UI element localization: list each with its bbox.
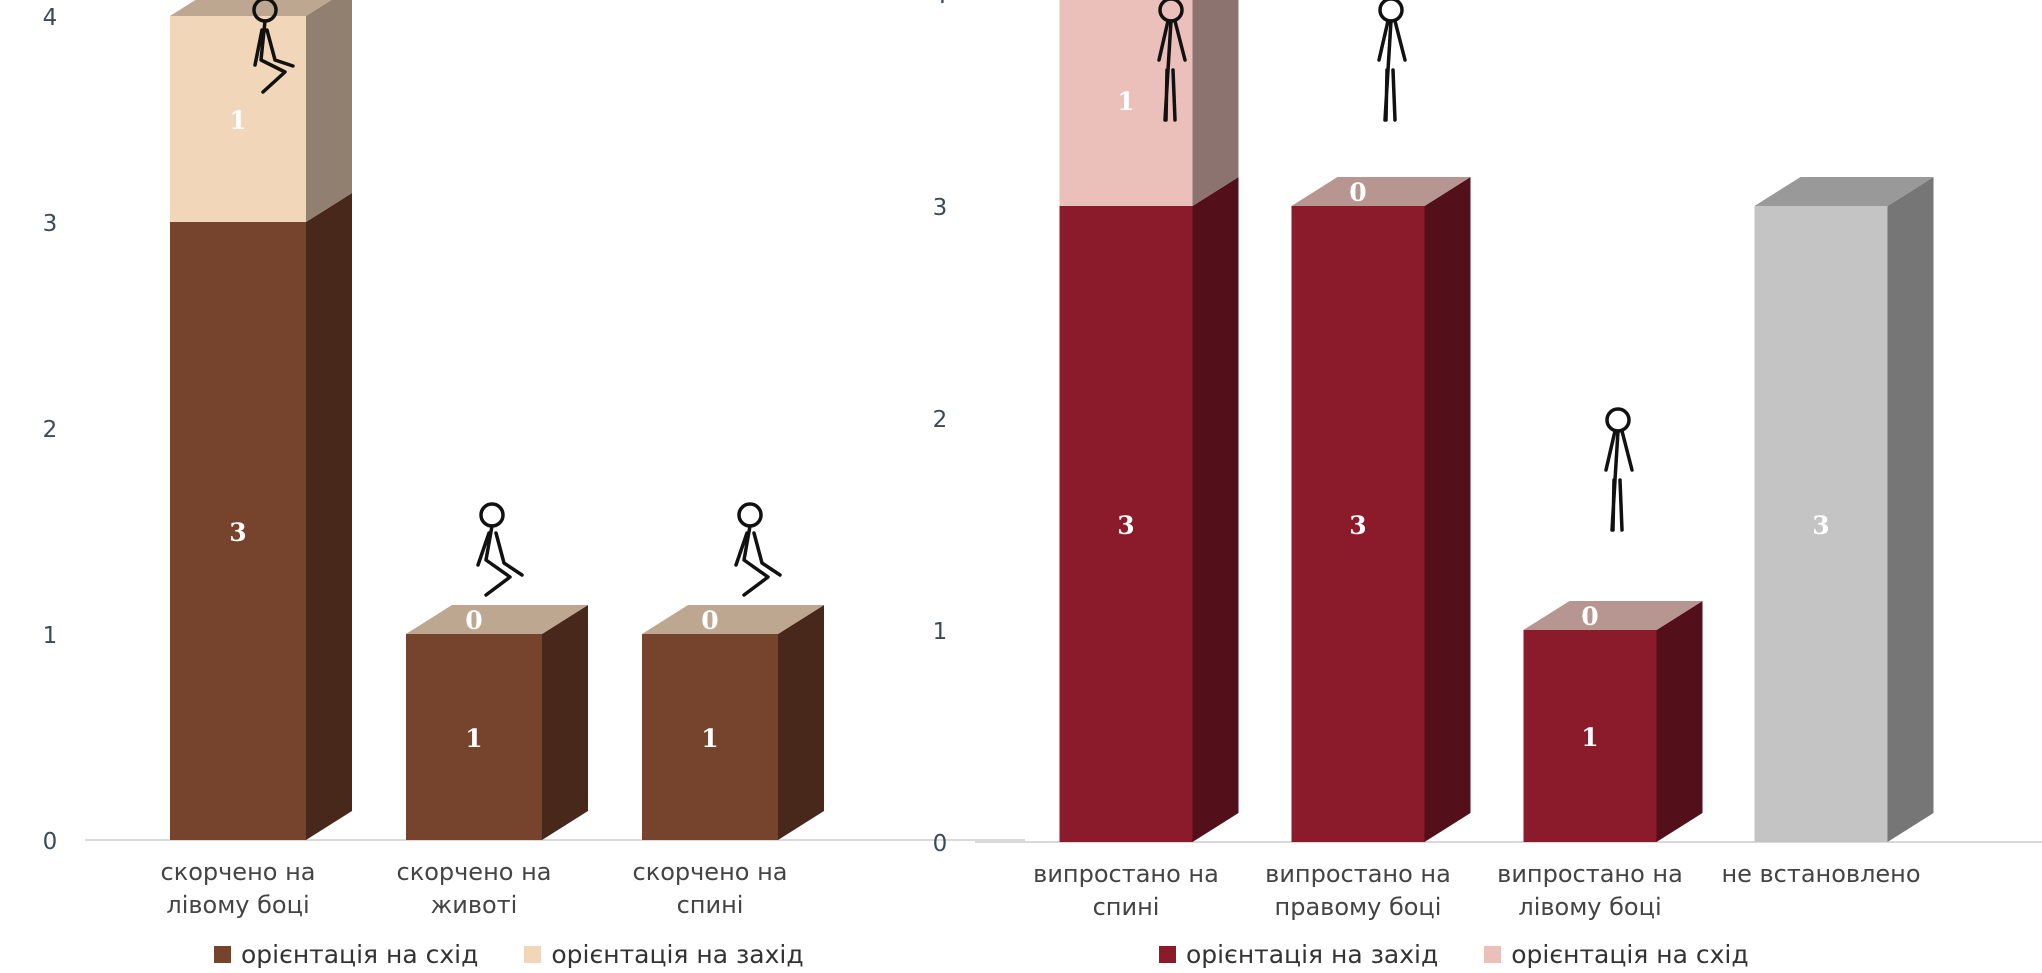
- legend-item-west: орієнтація на захід: [524, 940, 804, 969]
- legend-label-west: орієнтація на захід: [551, 940, 804, 969]
- bar-top-face: [170, 0, 332, 16]
- legend-item-east: орієнтація на схід: [214, 940, 478, 969]
- bar-segment: [1523, 601, 1703, 842]
- bar-top-face: [1754, 177, 1934, 206]
- squatting-figure-icon: [252, 0, 295, 94]
- data-label: 3: [229, 518, 246, 547]
- data-label: 3: [1349, 511, 1366, 540]
- y-tick-label: 0: [43, 829, 58, 855]
- bar-segment: [170, 193, 352, 840]
- chart-right: 0 1 2 3 4 3 1 випростано на спині 3 0 випростано на…: [933, 0, 2042, 921]
- bar-segment: [642, 605, 824, 840]
- bar-segment: [1291, 177, 1471, 842]
- category-label: спині: [677, 891, 744, 919]
- bar-top-face: [1523, 601, 1703, 630]
- category-label: лівому боці: [1518, 893, 1661, 921]
- chart-left: 0 1 2 3 4 3 1 скорчено на лівому боці 1 0 скорчено …: [43, 0, 1025, 919]
- legend-swatch-west: [1159, 946, 1176, 963]
- category-label: скорчено на: [161, 858, 316, 886]
- y-tick-label: 0: [933, 831, 948, 857]
- legend-swatch-east: [1484, 946, 1502, 963]
- bar-segment: [1059, 177, 1239, 842]
- y-tick-label: 2: [43, 417, 58, 443]
- bar-segment: [170, 0, 352, 222]
- bar-top-face: [406, 605, 588, 634]
- data-label: 1: [701, 724, 718, 753]
- legend-right: орієнтація на захід орієнтація на схід: [1159, 940, 1749, 969]
- category-label: животі: [431, 891, 518, 919]
- bar-top-face: [642, 605, 824, 634]
- data-label: 1: [1117, 87, 1134, 116]
- category-label: випростано на: [1033, 860, 1219, 888]
- crouched-figure-icon: [476, 502, 524, 597]
- legend-label-east: орієнтація на схід: [241, 940, 479, 969]
- category-label: спині: [1093, 893, 1160, 921]
- data-label: 1: [229, 106, 246, 135]
- category-label: скорчено на: [633, 858, 788, 886]
- bar-top-face: [1291, 177, 1471, 206]
- standing-figure-icon: [1377, 0, 1407, 122]
- bar-segment: [406, 605, 588, 840]
- legend-label-east: орієнтація на схід: [1511, 940, 1749, 969]
- y-tick-label: 4: [43, 5, 58, 31]
- data-label: 1: [465, 724, 482, 753]
- data-label: 0: [465, 606, 482, 635]
- standing-figure-icon: [1157, 0, 1187, 122]
- y-tick-label: 2: [933, 407, 948, 433]
- category-label: випростано на: [1265, 860, 1451, 888]
- legend-left: орієнтація на схід орієнтація на захід: [214, 940, 804, 969]
- y-tick-label: 3: [43, 211, 58, 237]
- category-label: випростано на: [1497, 860, 1683, 888]
- legend-label-west: орієнтація на захід: [1186, 940, 1439, 969]
- data-label: 0: [1349, 178, 1366, 207]
- legend-swatch-west: [524, 946, 542, 963]
- category-label: лівому боці: [166, 891, 309, 919]
- category-label: скорчено на: [397, 858, 552, 886]
- data-label: 3: [1812, 511, 1829, 540]
- y-tick-label: 4: [933, 0, 948, 9]
- data-label: 3: [1117, 511, 1134, 540]
- bar-segment: [1754, 177, 1934, 842]
- y-tick-label: 3: [933, 195, 948, 221]
- bar-segment: [1059, 0, 1239, 206]
- crouched-figure-icon: [734, 502, 782, 597]
- category-label: не встановлено: [1721, 860, 1920, 888]
- category-label: правому боці: [1275, 893, 1442, 921]
- data-label: 1: [1581, 723, 1598, 752]
- legend-item-west: орієнтація на захід: [1159, 940, 1438, 969]
- y-tick-label: 1: [933, 619, 948, 645]
- data-label: 0: [1581, 602, 1598, 631]
- y-tick-label: 1: [43, 623, 58, 649]
- standing-figure-icon: [1604, 407, 1634, 532]
- legend-swatch-east: [214, 946, 231, 963]
- legend-item-east: орієнтація на схід: [1484, 940, 1749, 969]
- data-label: 0: [701, 606, 718, 635]
